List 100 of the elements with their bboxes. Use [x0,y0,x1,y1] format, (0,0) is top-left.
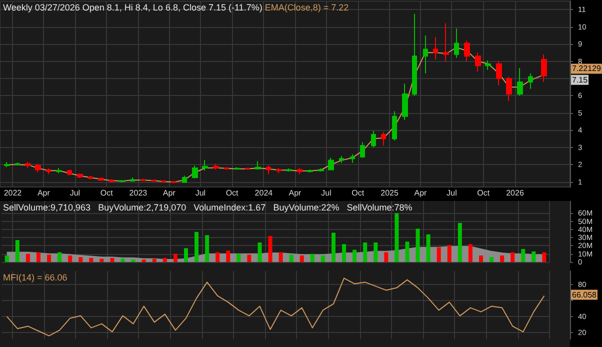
candlestick [485,60,491,70]
candlestick [286,168,292,172]
text: 7.22129 [572,64,602,74]
candlestick [234,166,240,170]
bar [247,254,252,262]
bar [426,234,430,262]
candlestick [67,169,72,176]
bar [352,250,357,262]
x-tick-label: Jul [446,188,458,198]
candlestick [360,142,365,158]
candlestick [224,166,229,170]
chart-title: SellVolume:9,710,963 BuyVolume:2,719,070 VolumeIndex:1.67 BuyVolume:22% SellVolume:78% [3,202,412,212]
bar [194,232,199,262]
bar [110,258,114,262]
bar [236,254,241,262]
bar [468,244,472,262]
candlestick [475,52,481,72]
bar [36,252,40,262]
bar [490,257,494,262]
bar [68,255,72,262]
candlestick [464,40,470,62]
bar [416,228,420,262]
bar [100,258,104,262]
candlestick [402,83,408,120]
bar [226,250,230,262]
candlestick [307,168,313,173]
bar [47,254,52,262]
candlestick [371,130,376,148]
candlestick [517,68,523,96]
text: 7.15 [572,75,588,84]
bar [521,248,526,262]
bar [4,255,9,262]
candlestick [161,180,166,183]
candlestick [25,162,31,169]
candlestick [443,22,449,62]
candlestick [192,164,198,179]
bar [331,232,336,262]
candlestick [4,162,10,168]
bar [26,254,30,262]
candlestick [35,163,41,173]
candlestick [350,154,355,164]
bar [216,252,220,262]
bar [542,252,546,262]
x-tick-label: Apr [414,188,428,198]
x-tick-label: Apr [288,188,302,198]
candlestick [496,60,502,86]
x-tick-label: 2025 [380,188,399,198]
bar [479,255,483,262]
candlestick [15,162,20,166]
x-tick-label: Jul [70,188,80,198]
bar [268,236,272,262]
candlestick [140,178,146,182]
candlestick [46,168,51,175]
candlestick [119,179,125,183]
x-tick-label: Oct [100,188,114,198]
bar [89,258,94,262]
bar [173,254,178,262]
bar [120,258,125,262]
candlestick [318,168,324,172]
text: EMA(Close,8) = 7.22 [264,2,349,12]
bar [320,255,325,262]
candlestick [276,168,282,174]
bar [363,242,368,262]
bar [405,242,410,262]
bar [184,248,188,262]
candlestick [88,175,93,180]
bar [258,242,262,262]
x-tick-label: Jul [321,188,332,198]
candlestick [245,167,250,170]
candlestick [202,159,208,172]
bar [447,244,452,262]
candlestick [528,72,533,90]
candlestick [454,28,459,58]
bar [310,254,314,262]
candlestick [77,173,83,179]
x-tick-label: 2022 [4,188,22,198]
candlestick [381,131,386,146]
bar [78,257,83,262]
candlestick [423,34,428,74]
bar [342,244,346,262]
candlestick [182,175,187,184]
chart-title: Weekly 03/27/2026 Open 8.1, Hi 8.4, Lo 6.8, Close 7.15 (-11.7%) [3,2,262,12]
bar [458,222,462,262]
candlestick [412,13,417,96]
x-tick-label: 2024 [254,188,274,198]
x-tick-label: 2023 [129,188,148,198]
x-tick-label: Oct [477,188,490,198]
text: 66.058 [572,290,598,300]
candlestick [297,168,303,175]
candlestick [392,110,397,141]
candlestick [266,164,271,175]
candlestick [130,177,135,182]
candlestick [328,157,334,171]
x-tick-label: Jul [195,188,206,198]
x-tick-label: Apr [37,188,50,198]
candlestick [506,76,512,102]
bar [384,252,388,262]
bar [436,247,441,262]
x-tick-label: Oct [352,188,365,198]
x-tick-label: Apr [162,188,176,198]
